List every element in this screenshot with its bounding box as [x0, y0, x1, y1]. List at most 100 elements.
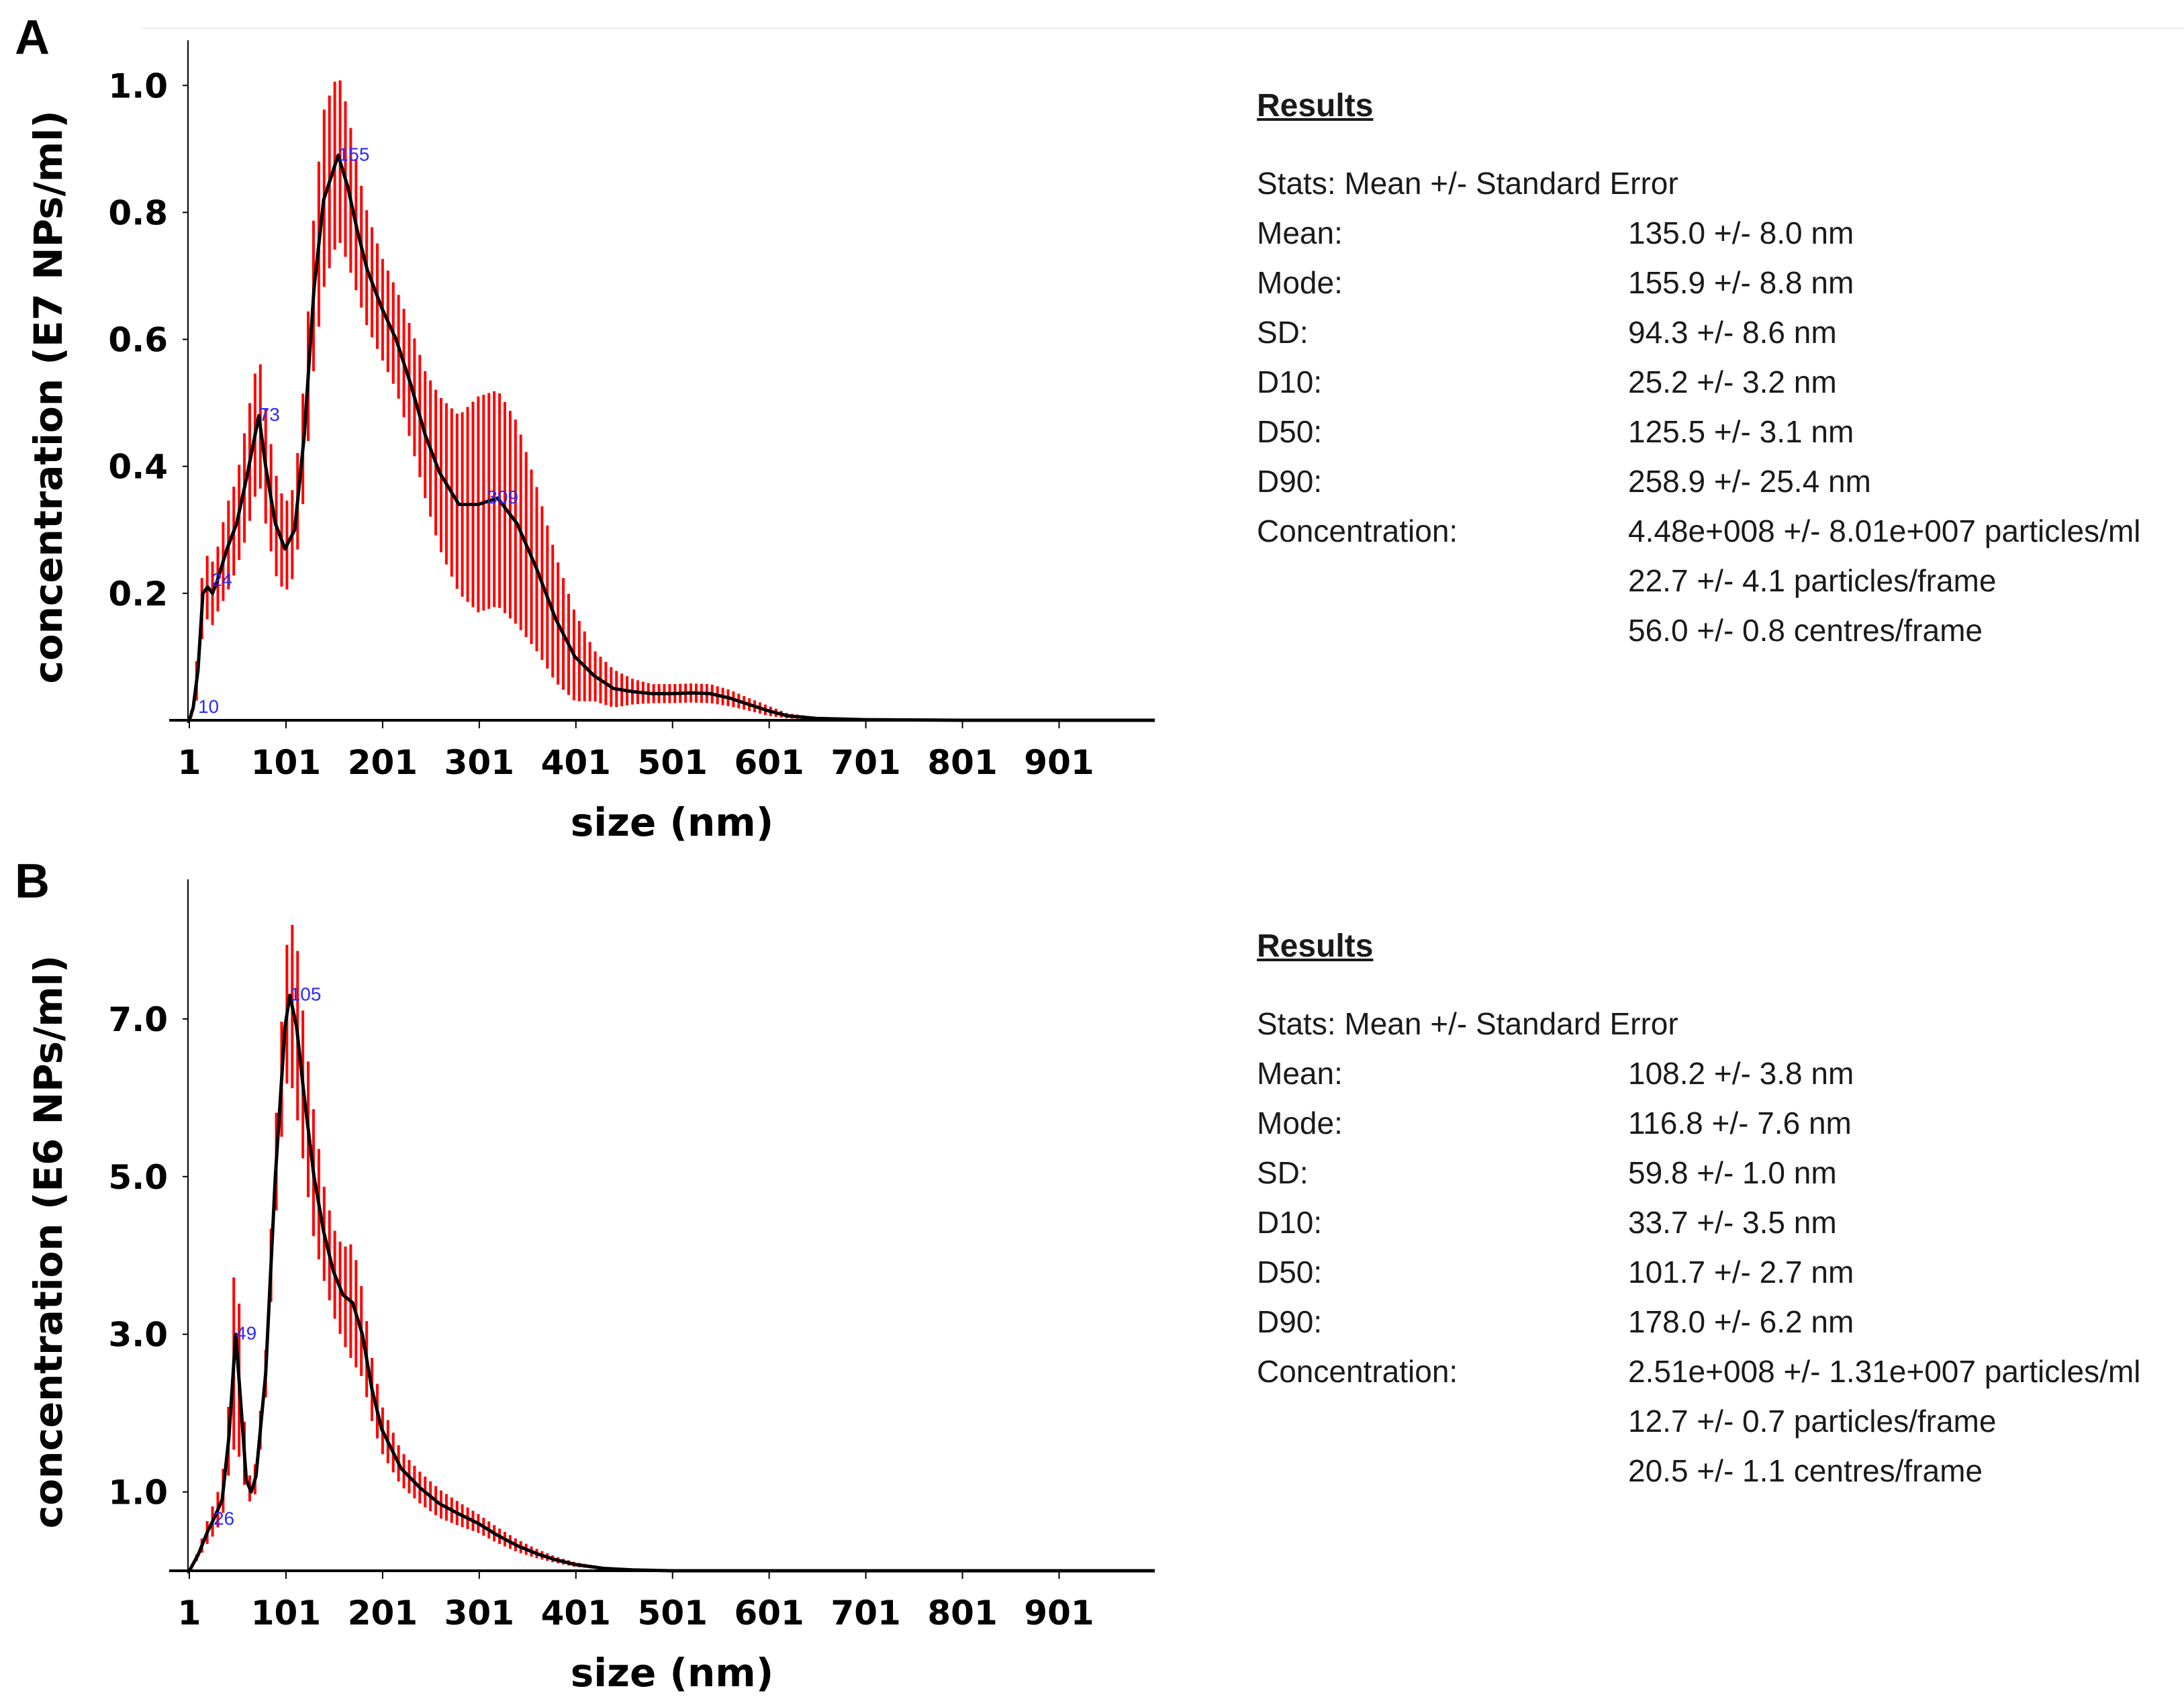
results-stats-line: Stats: Mean +/- Standard Error: [1257, 1006, 1678, 1041]
y-tick-label: 0.4: [108, 448, 168, 487]
results-label: Concentration:: [1257, 514, 1458, 548]
results-row: 12.7 +/- 0.7 particles/frame: [1257, 1396, 2177, 1446]
results-label: [1257, 605, 1628, 655]
results-row: Concentration: 4.48e+008 +/- 8.01e+007 pa…: [1257, 506, 2177, 556]
results-value: 20.5 +/- 1.1 centres/frame: [1628, 1453, 1983, 1488]
x-tick-label: 401: [541, 743, 611, 782]
results-value: 94.3 +/- 8.6 nm: [1628, 315, 1837, 350]
y-tick-label: 0.8: [108, 193, 168, 232]
x-tick-label: 801: [927, 1594, 997, 1633]
results-row: Mean: 108.2 +/- 3.8 nm: [1257, 1049, 2177, 1098]
results-row: D50: 125.5 +/- 3.1 nm: [1257, 407, 2177, 456]
results-stats-line: Stats: Mean +/- Standard Error: [1257, 166, 1678, 201]
mean-line: [187, 993, 1155, 1573]
results-row: 22.7 +/- 4.1 particles/frame: [1257, 556, 2177, 605]
y-axis-title: concentration (E7 NPs/ml): [26, 110, 71, 683]
results-value: 4.48e+008 +/- 8.01e+007 particles/ml: [1628, 514, 2141, 548]
results-row: SD: 59.8 +/- 1.0 nm: [1257, 1148, 2177, 1198]
x-tick-label: 501: [638, 1594, 708, 1633]
mean-line: [187, 153, 1155, 722]
y-tick-label: 3.0: [108, 1316, 168, 1355]
y-axis-title: concentration (E6 NPs/ml): [26, 955, 71, 1528]
results-value: 101.7 +/- 2.7 nm: [1628, 1255, 1854, 1290]
y-tick-label: 0.2: [108, 575, 168, 614]
results-value: 59.8 +/- 1.0 nm: [1628, 1155, 1837, 1190]
x-tick-label: 301: [444, 743, 514, 782]
results-label: [1257, 1446, 1628, 1496]
peak-label: 309: [487, 487, 518, 507]
x-tick-label: 101: [251, 743, 321, 782]
y-tick-label: 1.0: [108, 1473, 168, 1512]
results-row: D10: 33.7 +/- 3.5 nm: [1257, 1198, 2177, 1247]
chart-panel-a: A 0.2 0.4 0.6 0.8 1.0 1 101 201 301 401 501 601 701 80…: [15, 11, 1155, 845]
x-tick-label: 601: [734, 743, 804, 782]
results-row: 20.5 +/- 1.1 centres/frame: [1257, 1446, 2177, 1496]
results-value: 56.0 +/- 0.8 centres/frame: [1628, 613, 1983, 648]
results-label: Mode:: [1257, 265, 1343, 300]
results-value: 258.9 +/- 25.4 nm: [1628, 464, 1871, 499]
results-table: Mean: 108.2 +/- 3.8 nm Mode: 116.8 +/- 7.6 …: [1257, 1049, 2177, 1496]
results-title: Results: [1257, 88, 1374, 124]
chart-panel-b: B 1.0 3.0 5.0 7.0 1 101 201 301 401 501 601 701 801 90…: [15, 855, 1155, 1696]
results-label: SD:: [1257, 315, 1309, 350]
results-value: 22.7 +/- 4.1 particles/frame: [1628, 563, 1997, 598]
results-label: D50:: [1257, 414, 1323, 449]
results-label: D10:: [1257, 1205, 1323, 1240]
results-value: 12.7 +/- 0.7 particles/frame: [1628, 1404, 1997, 1439]
x-tick-label: 201: [348, 1594, 418, 1633]
results-row: D10: 25.2 +/- 3.2 nm: [1257, 357, 2177, 407]
error-bars: [189, 924, 671, 1571]
x-tick-label: 201: [348, 743, 418, 782]
peak-label: 73: [259, 404, 280, 425]
results-row: D90: 178.0 +/- 6.2 nm: [1257, 1297, 2177, 1347]
x-tick-label: 1: [178, 743, 201, 782]
y-tick-label: 5.0: [108, 1158, 168, 1197]
x-tick-label: 301: [444, 1594, 514, 1633]
y-tick-label: 1.0: [108, 66, 168, 105]
results-value: 135.0 +/- 8.0 nm: [1628, 215, 1854, 250]
results-value: 155.9 +/- 8.8 nm: [1628, 265, 1854, 300]
x-tick-label: 901: [1024, 1594, 1094, 1633]
error-bars: [189, 80, 863, 720]
results-label: Mode:: [1257, 1106, 1343, 1140]
x-tick-label: 601: [734, 1594, 804, 1633]
results-value: 108.2 +/- 3.8 nm: [1628, 1056, 1854, 1091]
results-row: SD: 94.3 +/- 8.6 nm: [1257, 307, 2177, 357]
peak-label: 10: [198, 696, 219, 717]
x-tick-label: 701: [830, 1594, 900, 1633]
results-value: 178.0 +/- 6.2 nm: [1628, 1304, 1854, 1339]
results-label: SD:: [1257, 1155, 1309, 1190]
panel-letter: A: [15, 11, 50, 64]
results-label: D50:: [1257, 1255, 1323, 1290]
results-value: 116.8 +/- 7.6 nm: [1628, 1106, 1852, 1140]
y-tick-label: 7.0: [108, 1000, 168, 1039]
results-label: Concentration:: [1257, 1354, 1458, 1389]
x-tick-label: 901: [1024, 743, 1094, 782]
results-panel-b: Results Stats: Mean +/- Standard Error M…: [1257, 926, 2177, 1496]
results-label: Mean:: [1257, 215, 1343, 250]
results-row: D50: 101.7 +/- 2.7 nm: [1257, 1247, 2177, 1297]
peak-label: 49: [236, 1323, 256, 1344]
results-row: Concentration: 2.51e+008 +/- 1.31e+007 pa…: [1257, 1347, 2177, 1396]
x-tick-label: 401: [541, 1594, 611, 1633]
y-tick-label: 0.6: [108, 321, 168, 360]
x-tick-label: 501: [638, 743, 708, 782]
x-tick-label: 1: [178, 1594, 201, 1633]
x-tick-label: 701: [830, 743, 900, 782]
results-row: 56.0 +/- 0.8 centres/frame: [1257, 605, 2177, 655]
results-row: Mode: 116.8 +/- 7.6 nm: [1257, 1098, 2177, 1148]
results-value: 25.2 +/- 3.2 nm: [1628, 364, 1837, 399]
results-label: D10:: [1257, 364, 1323, 399]
results-value: 33.7 +/- 3.5 nm: [1628, 1205, 1837, 1240]
results-value: 2.51e+008 +/- 1.31e+007 particles/ml: [1628, 1354, 2141, 1389]
results-label: D90:: [1257, 464, 1323, 499]
results-table: Mean: 135.0 +/- 8.0 nm Mode: 155.9 +/- 8.8 …: [1257, 208, 2177, 655]
results-panel-a: Results Stats: Mean +/- Standard Error M…: [1257, 86, 2177, 655]
results-row: D90: 258.9 +/- 25.4 nm: [1257, 456, 2177, 506]
peak-label: 26: [213, 1508, 234, 1529]
results-value: 125.5 +/- 3.1 nm: [1628, 414, 1854, 449]
x-axis-title: size (nm): [571, 799, 773, 845]
results-title: Results: [1257, 928, 1374, 964]
results-label: [1257, 1396, 1628, 1446]
